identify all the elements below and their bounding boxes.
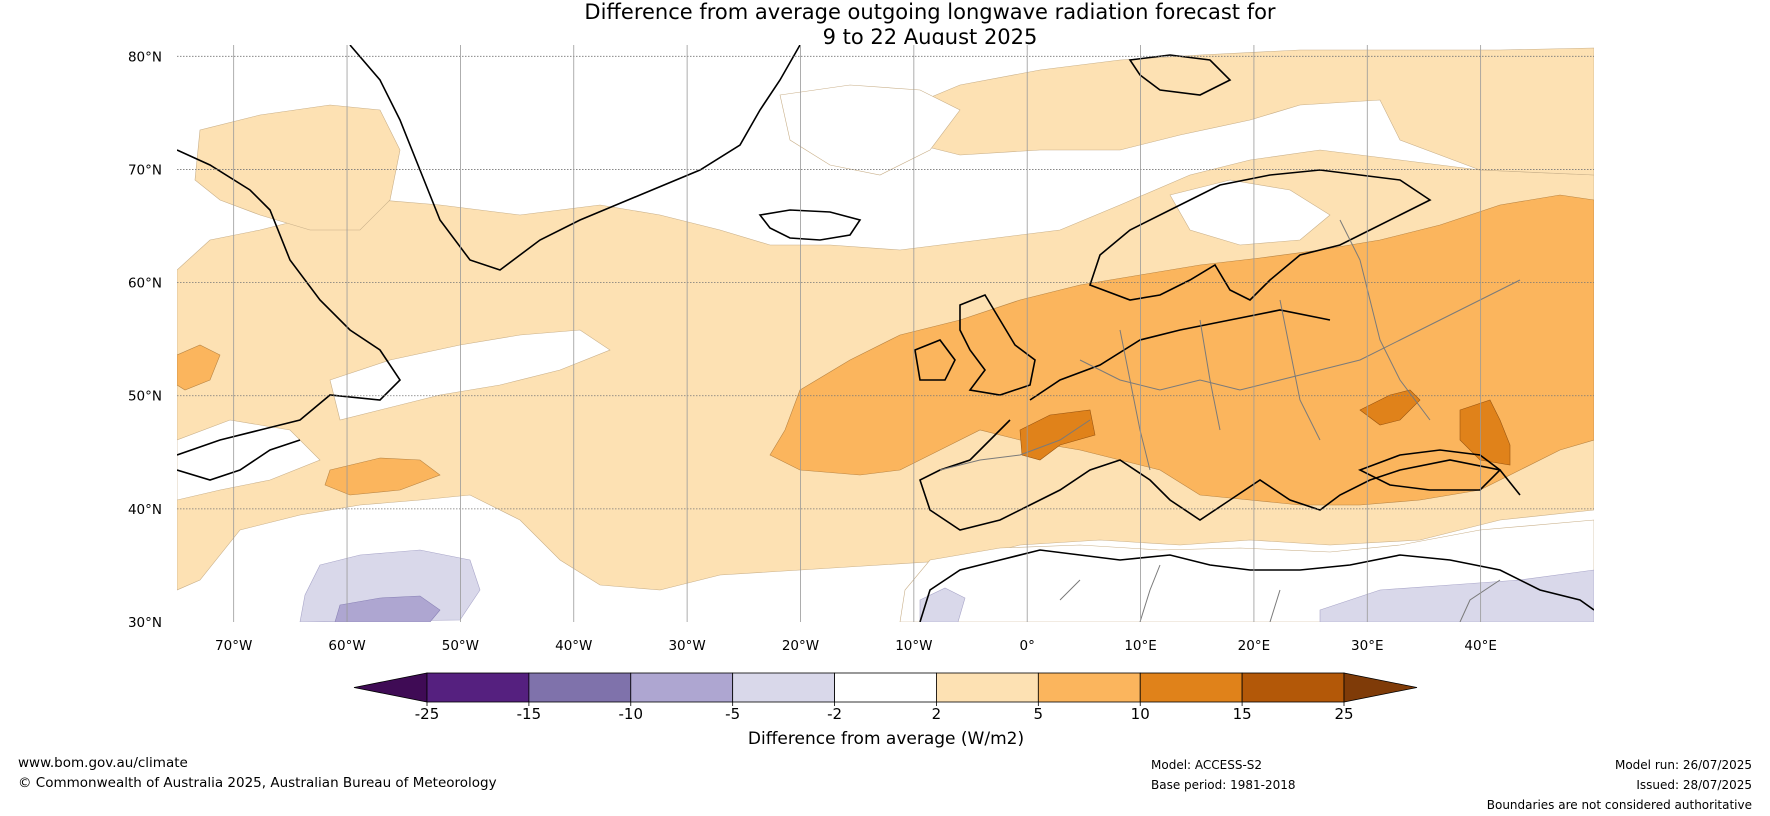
colorbar-tick-label: 10 [1131, 705, 1150, 723]
colorbar-bin [528, 672, 632, 703]
lon-tick-label: 30°E [1351, 638, 1383, 654]
colorbar-tick-label: -2 [827, 705, 842, 723]
colorbar-extend-low [353, 672, 428, 703]
lat-tick-label: 50°N [128, 389, 162, 405]
lon-tick-label: 60°W [328, 638, 365, 654]
website-link[interactable]: www.bom.gov.au/climate [18, 755, 188, 771]
lat-tick-label: 60°N [128, 276, 162, 292]
coastline-black-sea [1358, 449, 1502, 491]
colorbar-tick-label: 5 [1034, 705, 1044, 723]
coastline-north-america-east [177, 439, 301, 481]
lat-tick-label: 80°N [128, 49, 162, 65]
neutral-region-atlantic [329, 329, 611, 421]
anomaly-region-greenland-west [194, 104, 401, 231]
colorbar-bin [834, 672, 937, 703]
lon-tick-label: 50°W [442, 638, 479, 654]
colorbar-bin [426, 672, 530, 703]
anomaly-region-newfoundland [177, 344, 221, 391]
border-lines-5 [939, 419, 1091, 471]
coastline-north-africa [919, 549, 1594, 622]
lon-tick-label: 20°E [1238, 638, 1270, 654]
colorbar-tick-label: -15 [517, 705, 542, 723]
anomaly-region-black-sea [1459, 399, 1511, 466]
anomaly-region-subtropical-atlantic-core [334, 595, 441, 622]
colorbar: -25 -15 -10 -5 -2 2 5 10 15 25 [353, 672, 1418, 723]
footer-right: Model run: 26/07/2025 Issued: 28/07/2025… [1487, 755, 1752, 815]
issued-text: Issued: 28/07/2025 [1636, 778, 1752, 792]
lon-axis-labels: 70°W 60°W 50°W 40°W 30°W 20°W 10°W 0° 10°E 20°E 30… [215, 638, 1497, 654]
colorbar-tick-label: -10 [619, 705, 644, 723]
colorbar-tick-label: -5 [725, 705, 740, 723]
lat-tick-label: 40°N [128, 502, 162, 518]
colorbar-bin [732, 672, 835, 703]
model-text: Model: ACCESS-S2 [1151, 758, 1263, 772]
anomaly-region-ukraine [1359, 389, 1421, 426]
graticule [177, 45, 1594, 622]
neutral-region-labrador [177, 419, 321, 501]
colorbar-extend-high [1343, 672, 1418, 703]
colorbar-bin [1037, 672, 1141, 703]
lon-tick-label: 40°W [555, 638, 592, 654]
coastline-iceland [758, 209, 862, 241]
anomaly-region-algeria [919, 587, 966, 622]
coastline-british-isles [959, 294, 1036, 396]
lat-tick-label: 70°N [128, 162, 162, 178]
colorbar-bin [936, 672, 1039, 703]
border-lines-3 [1339, 219, 1431, 421]
coastline-greenland [349, 45, 801, 271]
lon-tick-label: 0° [1020, 638, 1035, 654]
anomaly-region-europe [769, 194, 1594, 506]
chart-title: Difference from average outgoing longwav… [0, 0, 1770, 50]
lon-tick-label: 10°W [895, 638, 932, 654]
footer-left: www.bom.gov.au/climate © Commonwealth of… [18, 753, 497, 793]
lon-tick-label: 30°W [668, 638, 705, 654]
lat-tick-label: 30°N [128, 615, 162, 631]
lon-tick-label: 70°W [215, 638, 252, 654]
colorbar-tick-label: 25 [1334, 705, 1353, 723]
border-lines-4 [1059, 564, 1501, 622]
coastline-north-america [177, 149, 402, 456]
coastlines [177, 45, 1594, 622]
anomaly-region-west-atlantic [324, 457, 441, 496]
border-lines-2 [1119, 299, 1321, 471]
colorbar-bin [1139, 672, 1243, 703]
base-period-text: Base period: 1981-2018 [1151, 778, 1296, 792]
country-borders [939, 219, 1521, 622]
colorbar-bin [630, 672, 734, 703]
coastline-ireland [914, 339, 956, 381]
title-line-1: Difference from average outgoing longwav… [584, 0, 1276, 24]
lon-tick-label: 10°E [1124, 638, 1156, 654]
coastline-scandinavia [1088, 169, 1432, 301]
model-run-text: Model run: 26/07/2025 [1614, 758, 1752, 772]
border-lines [1079, 279, 1521, 391]
colorbar-tick-label: -25 [415, 705, 440, 723]
lat-axis-labels: 80°N 70°N 60°N 50°N 40°N 30°N [128, 49, 162, 631]
neutral-region-greenland-sea [779, 84, 961, 176]
colorbar-bin [1241, 672, 1345, 703]
copyright-text: © Commonwealth of Australia 2025, Austra… [18, 775, 497, 791]
colorbar-tick-label: 15 [1233, 705, 1252, 723]
map-panel [177, 45, 1594, 622]
footer-middle: Model: ACCESS-S2 Base period: 1981-2018 [1151, 755, 1296, 795]
lon-tick-label: 20°W [782, 638, 819, 654]
colorbar-tick-label: 2 [932, 705, 942, 723]
coastline-europe-west [919, 309, 1521, 531]
colorbar-title: Difference from average (W/m2) [748, 729, 1024, 749]
lon-tick-label: 40°E [1464, 638, 1496, 654]
coastline-svalbard [1128, 54, 1232, 96]
disclaimer-text: Boundaries are not considered authoritat… [1486, 798, 1752, 812]
